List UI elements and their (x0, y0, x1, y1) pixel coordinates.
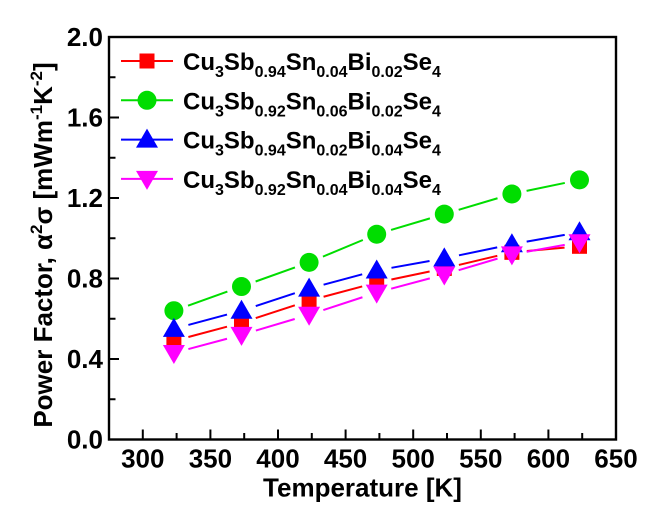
legend-label: Cu3​Sb0.94​Sn0.04​Bi0.02​Se4​ (183, 49, 441, 81)
series-line-segment (188, 337, 228, 351)
series-markers (162, 170, 591, 364)
axis-ticks (110, 36, 617, 441)
legend-marker (136, 170, 158, 190)
legend: Cu3​Sb0.94​Sn0.04​Bi0.02​Se4​ Cu3​Sb0.92​… (121, 49, 441, 199)
legend-item: Cu3​Sb0.94​Sn0.04​Bi0.02​Se4​ (121, 49, 441, 81)
data-point-marker (500, 246, 523, 266)
data-point-marker (231, 277, 251, 297)
data-point-marker (166, 333, 182, 349)
data-point-marker (136, 170, 158, 190)
legend-item: Cu3​Sb0.92​Sn0.06​Bi0.02​Se4​ (121, 88, 441, 120)
y-tick-label: 1.2 (67, 183, 103, 213)
legend-item: Cu3​Sb0.92​Sn0.04​Bi0.04​Se4​ (121, 167, 441, 199)
series-line-segment (526, 233, 565, 243)
data-point-marker (365, 259, 388, 279)
series-line-segment (526, 243, 565, 253)
tick-labels: 300 350 400 450 500 550 600 650 0.0 0.4 0.8 1.2 1.6 2… (67, 22, 638, 474)
y-axis-title: Power Factor, α2​σ [mWm-1​K-2​] (27, 62, 58, 427)
data-point-marker (162, 344, 185, 364)
y-tick-label: 2.0 (67, 22, 103, 52)
data-point-marker (137, 90, 157, 110)
y-tick-label: 1.6 (67, 103, 103, 133)
series-line-segment (458, 254, 498, 266)
series-line-segment (188, 325, 228, 338)
legend-item: Cu3​Sb0.94​Sn0.02​Bi0.04​Se4​ (121, 128, 441, 160)
series-line-segment (322, 239, 364, 258)
series-line-segment (255, 318, 296, 332)
x-tick-label: 500 (392, 444, 435, 474)
series-line-segment (526, 181, 566, 192)
legend-marker (139, 53, 155, 69)
data-point-marker (162, 317, 185, 337)
data-point-marker (301, 293, 317, 309)
series-line-segment (188, 313, 228, 326)
x-tick-label: 350 (189, 444, 232, 474)
data-point-marker (365, 284, 388, 304)
y-tick-label: 0.8 (67, 264, 103, 294)
data-point-marker (139, 53, 155, 69)
series-line-segment (390, 277, 431, 290)
legend-label: Cu3​Sb0.92​Sn0.04​Bi0.04​Se4​ (183, 167, 441, 199)
data-point-marker (569, 170, 589, 190)
series-line-segment (255, 292, 296, 307)
data-point-marker (433, 266, 456, 286)
x-tick-label: 650 (594, 444, 637, 474)
series-line-segment (323, 296, 363, 312)
data-point-marker (299, 252, 319, 272)
series-line-segment (323, 273, 363, 286)
plot-frame (107, 35, 618, 441)
series-line-segment (391, 270, 430, 281)
x-tick-label: 450 (324, 444, 367, 474)
series-triangle-down (162, 234, 591, 364)
data-point-marker (233, 315, 249, 331)
data-point-marker (367, 224, 387, 244)
data-point-marker (230, 326, 253, 346)
series-line-segment (391, 260, 430, 269)
series-line-segment (458, 257, 498, 272)
series-line-segment (255, 266, 296, 283)
series-line-segment (187, 290, 228, 307)
series-line-segment (458, 246, 498, 257)
legend-marker (136, 128, 158, 148)
series-line-segment (323, 285, 363, 298)
legend-label: Cu3​Sb0.94​Sn0.02​Bi0.04​Se4​ (183, 128, 441, 160)
data-point-marker (230, 299, 253, 319)
data-point-marker (298, 306, 321, 326)
x-tick-label: 550 (459, 444, 502, 474)
legend-label: Cu3​Sb0.92​Sn0.06​Bi0.02​Se4​ (183, 88, 441, 120)
series-circle (164, 170, 589, 321)
data-point-marker (433, 247, 456, 267)
x-tick-label: 400 (256, 444, 299, 474)
x-tick-label: 300 (121, 444, 164, 474)
y-tick-label: 0.4 (67, 344, 104, 374)
data-point-marker (568, 234, 591, 254)
x-tick-label: 600 (527, 444, 570, 474)
series-line-segment (255, 304, 296, 320)
y-tick-label: 0.0 (67, 425, 103, 455)
series-line-segment (458, 197, 498, 211)
legend-marker (137, 90, 157, 110)
x-axis-title: Temperature [K] (263, 473, 462, 503)
data-point-marker (298, 277, 321, 297)
series-line-segment (390, 217, 431, 231)
series-lines (187, 181, 566, 351)
data-point-marker (136, 128, 158, 148)
data-point-marker (164, 301, 184, 321)
data-point-marker (434, 204, 454, 224)
data-point-marker (502, 184, 522, 204)
